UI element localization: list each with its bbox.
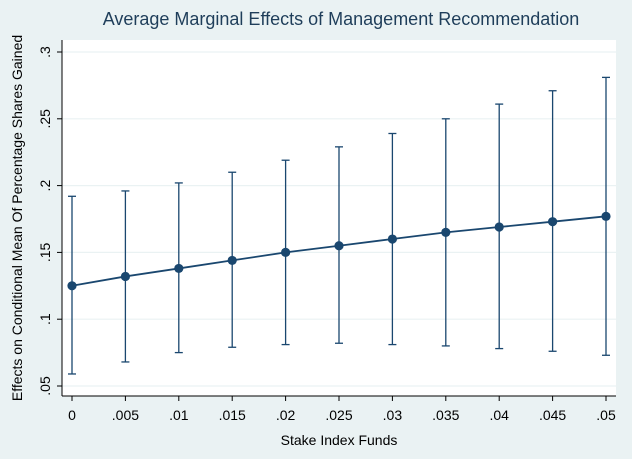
x-tick-label: .02	[276, 407, 296, 423]
data-point	[120, 271, 130, 282]
data-point	[334, 241, 344, 251]
x-tick-label: .015	[219, 407, 246, 423]
x-tick-label: .025	[325, 407, 352, 423]
data-point	[494, 222, 504, 232]
x-tick-label: .035	[432, 407, 459, 423]
data-point	[441, 227, 451, 237]
data-point	[174, 263, 184, 274]
y-tick-label: .15	[37, 242, 53, 262]
data-point	[281, 247, 291, 257]
y-tick-label: .3	[37, 46, 53, 58]
x-tick-label: .045	[539, 407, 566, 423]
y-tick-label: .2	[37, 180, 53, 192]
y-tick-label: .1	[37, 313, 53, 325]
x-tick-label: .03	[383, 407, 403, 423]
data-point	[227, 255, 237, 266]
data-point	[387, 234, 397, 244]
x-tick-label: .05	[596, 407, 616, 423]
data-point	[548, 217, 558, 227]
x-tick-label: .005	[112, 407, 139, 423]
chart-title: Average Marginal Effects of Management R…	[103, 9, 580, 29]
x-tick-label: .01	[169, 407, 189, 423]
x-tick-label: 0	[68, 407, 76, 423]
axes: .05 .1 .15 .2 .25 .3 0 .005 .01 .015 .02 .025 .03 .03…	[37, 40, 616, 423]
y-axis-label: Effects on Conditional Mean Of Percentag…	[9, 35, 25, 401]
x-tick-label: .04	[489, 407, 509, 423]
data-points	[67, 211, 611, 291]
y-tick-label: .05	[37, 376, 53, 396]
x-axis-label: Stake Index Funds	[281, 432, 398, 448]
data-point	[601, 211, 611, 221]
data-point	[67, 281, 77, 291]
y-tick-label: .25	[37, 109, 53, 129]
